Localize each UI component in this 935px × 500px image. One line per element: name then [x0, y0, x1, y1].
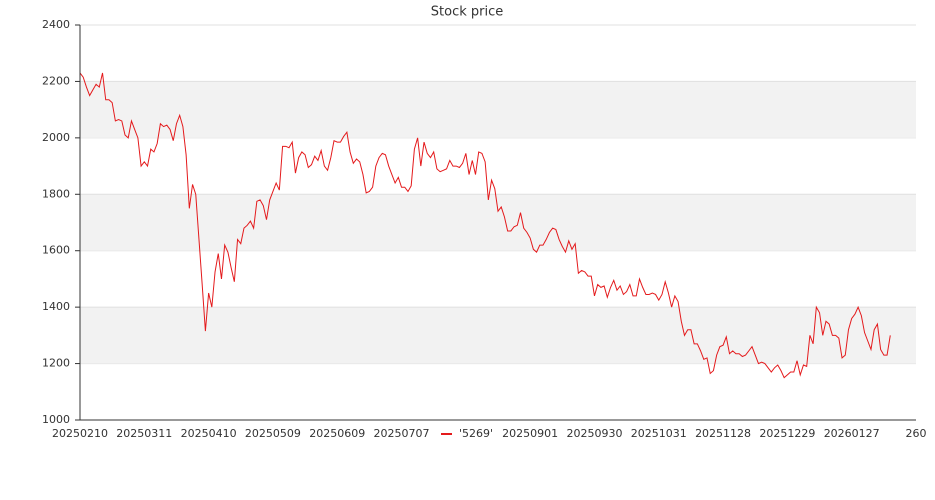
y-tick-label: 1800 [42, 187, 70, 200]
grid-band [80, 194, 916, 251]
legend-bg [456, 426, 498, 442]
grid-band [80, 81, 916, 138]
y-tick-label: 2400 [42, 18, 70, 31]
x-tick-label: 20251031 [631, 427, 687, 440]
legend-label: '5269' [459, 427, 493, 440]
x-tick-label: 20260127 [824, 427, 880, 440]
line-series [79, 72, 891, 379]
y-tick-label: 1600 [42, 244, 70, 257]
x-tick-label: 20250509 [245, 427, 301, 440]
x-tick-label: 260 [906, 427, 927, 440]
x-tick-label: 20250707 [374, 427, 430, 440]
x-tick-label: 20251229 [759, 427, 815, 440]
y-tick-label: 2200 [42, 74, 70, 87]
y-tick-label: 1400 [42, 300, 70, 313]
y-tick-label: 2000 [42, 131, 70, 144]
x-tick-label: 20250609 [309, 427, 365, 440]
grid-band [80, 307, 916, 364]
x-tick-label: 20250210 [52, 427, 108, 440]
x-tick-label: 20250311 [116, 427, 172, 440]
x-tick-label: 20250410 [181, 427, 237, 440]
x-tick-label: 20251128 [695, 427, 751, 440]
x-tick-label: 20250930 [566, 427, 622, 440]
chart-title: Stock price [431, 5, 503, 20]
y-tick-label: 1000 [42, 413, 70, 426]
y-tick-label: 1200 [42, 357, 70, 370]
x-tick-label: 20250901 [502, 427, 558, 440]
